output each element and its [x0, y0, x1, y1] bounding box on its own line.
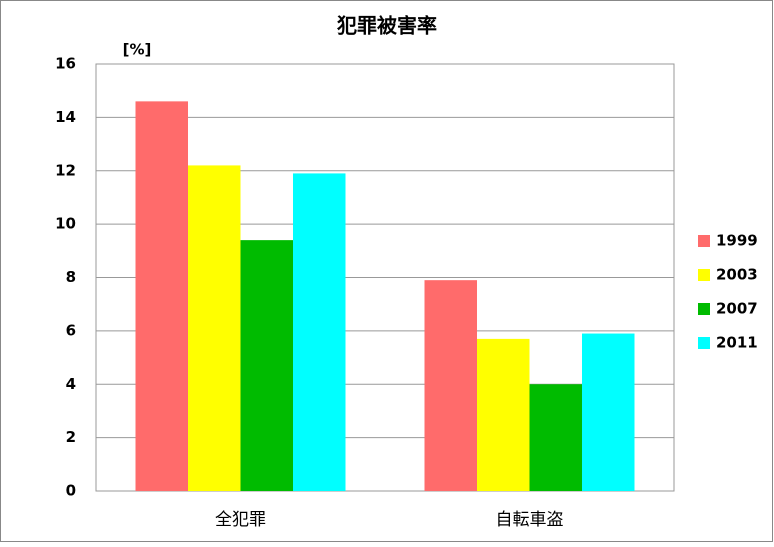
y-tick-label: 0 [66, 482, 76, 500]
y-tick-label: 10 [55, 215, 76, 233]
x-tick-label: 自転車盗 [496, 510, 564, 530]
y-tick-label: 2 [66, 428, 76, 446]
chart-title: 犯罪被害率 [336, 14, 437, 38]
y-tick-label: 12 [55, 161, 76, 179]
legend-swatch [698, 337, 710, 349]
legend-swatch [698, 269, 710, 281]
y-tick-label: 14 [55, 108, 76, 126]
legend-swatch [698, 235, 710, 247]
y-axis-label: [%] [123, 41, 152, 59]
legend-label: 2003 [716, 266, 758, 284]
bar [424, 280, 477, 491]
bar [582, 333, 635, 491]
bar [240, 240, 293, 491]
bar [188, 165, 241, 491]
x-tick-label: 全犯罪 [215, 510, 266, 530]
y-tick-label: 16 [55, 55, 76, 73]
bar [135, 101, 188, 492]
y-tick-label: 6 [66, 321, 76, 339]
bar [477, 338, 530, 491]
legend-label: 1999 [716, 232, 758, 250]
y-tick-label: 4 [66, 375, 76, 393]
y-tick-label: 8 [66, 268, 76, 286]
legend-swatch [698, 303, 710, 315]
plot-border [95, 63, 675, 492]
legend-label: 2011 [716, 334, 758, 352]
bar [529, 384, 582, 491]
bar [293, 173, 346, 491]
legend-label: 2007 [716, 300, 758, 318]
